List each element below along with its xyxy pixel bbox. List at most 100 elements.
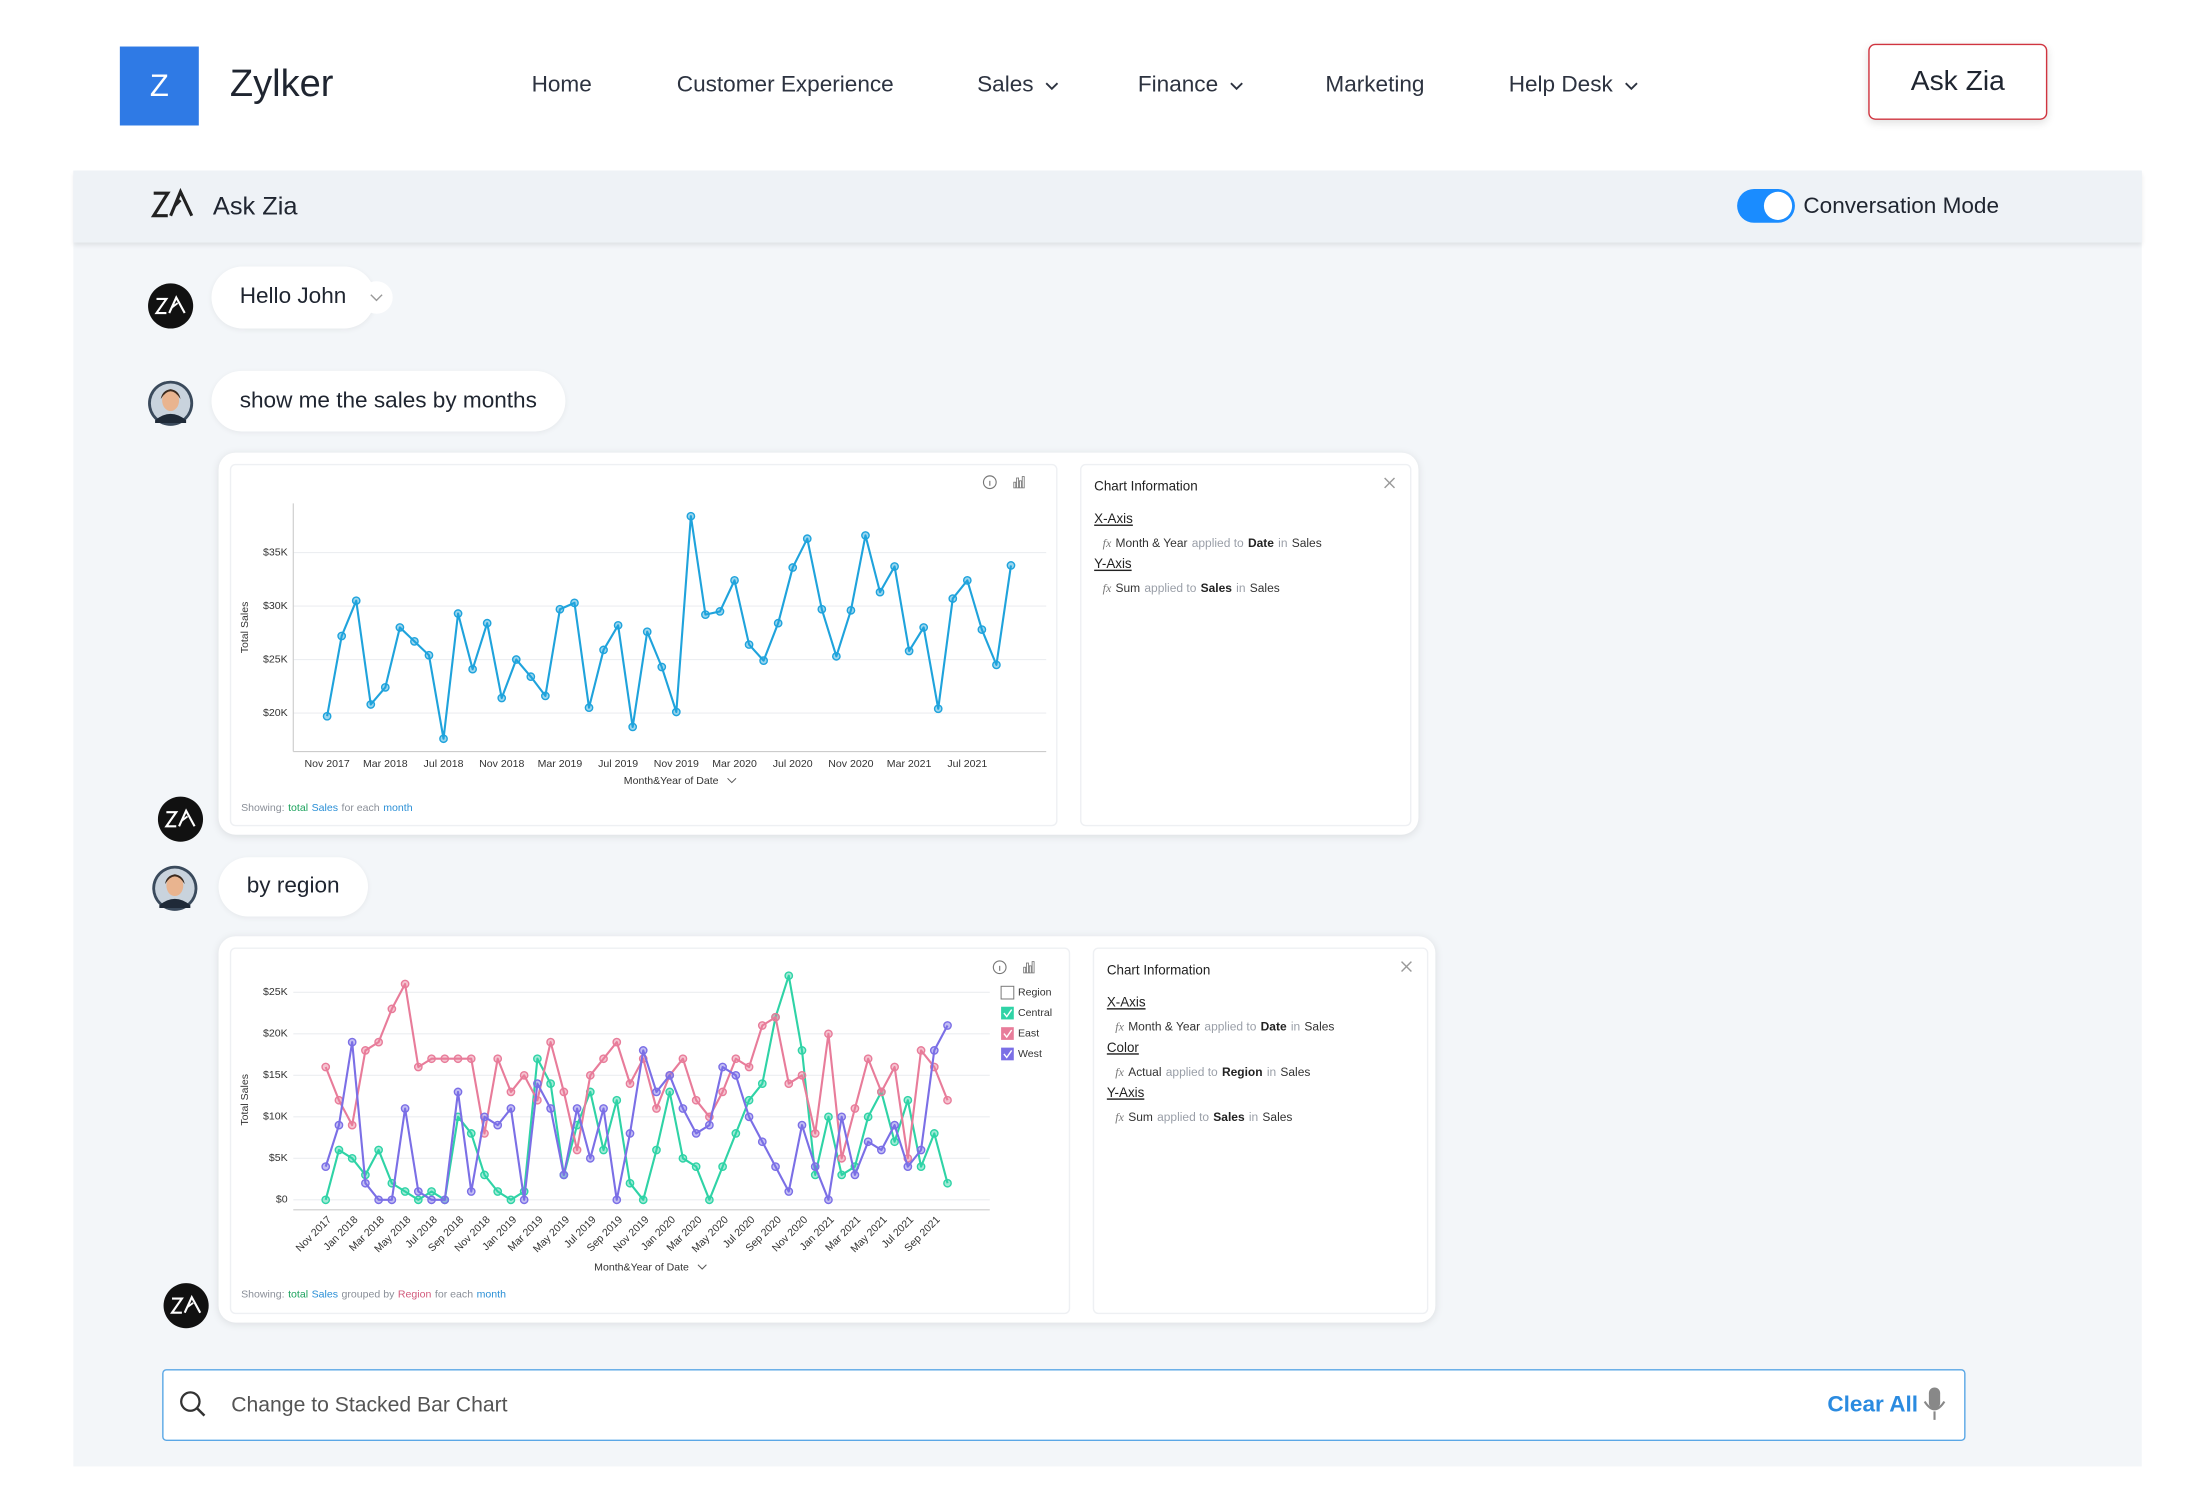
data-point [890,1062,899,1072]
data-point [943,1178,952,1188]
y-tick-label: $15K [263,1069,288,1081]
caption-part: Showing: [241,802,284,814]
ask-zia-button[interactable]: Ask Zia [1868,43,2048,120]
nav-bar: Home Customer Experience Sales Finance Marke… [0,73,1833,107]
info-heading: Y-Axis [1094,556,1132,573]
mic-icon[interactable] [1922,1386,1947,1423]
data-point [540,691,550,701]
data-point [440,1054,450,1064]
brand[interactable]: Zylker [229,62,334,105]
info-part: Month & Year [1115,535,1188,550]
message-menu[interactable] [360,281,394,315]
info-part: fx [1115,1064,1124,1079]
data-point [771,1012,780,1022]
legend-label: West [1018,1048,1042,1060]
data-point [599,1054,608,1064]
nav-label[interactable]: Home [531,73,592,98]
data-point [784,971,794,981]
data-point [321,1195,331,1205]
data-point [929,1129,939,1138]
info-part: Date [1260,1019,1287,1034]
info-row: Y-Axis fx Sum applied to Sales in Sales [1107,1086,1297,1124]
info-part: Actual [1128,1064,1162,1079]
zia-avatar [146,282,195,330]
nav-label[interactable]: Sales [977,73,1034,98]
data-point [652,1104,661,1113]
data-point [612,1195,622,1205]
data-point [890,1137,899,1147]
data-point [824,1029,833,1039]
nav-item[interactable]: Customer Experience [677,73,894,98]
info-part: Sum [1115,580,1141,596]
nav-item[interactable]: Help Desk [1509,73,1638,98]
x-tick-label: Nov 2017 [305,758,350,770]
legend-swatch [1001,1027,1014,1040]
data-point [933,704,943,714]
data-point [322,711,332,721]
data-point [850,1104,860,1113]
close-icon[interactable] [1383,477,1396,490]
info-part: applied to [1204,1019,1257,1034]
data-point [678,1054,688,1064]
close-icon[interactable] [1400,960,1413,973]
data-point [628,722,638,732]
data-point [334,1120,344,1130]
data-point [744,1062,754,1072]
x-tick-label: Jul 2020 [773,758,813,770]
data-point [546,1037,555,1047]
data-point [788,563,798,572]
user-avatar [152,865,198,911]
nav-item[interactable]: Sales [977,73,1059,98]
data-point [876,1145,886,1155]
chart-info: Chart Information X-Axis fx Month & Year app… [1080,463,1412,827]
data-point [506,1087,516,1097]
info-part: in [1248,1109,1259,1124]
legend-swatch [1001,1047,1014,1061]
chart-type-icon [1013,481,1017,489]
info-line: fx Sum applied to Sales in Sales [1115,1110,1296,1124]
caption-part: Sales [312,802,338,814]
x-tick-label: Nov 2020 [828,758,873,770]
toggle-label: Conversation Mode [1803,194,2000,219]
data-point [837,1170,847,1180]
data-point [929,1046,939,1055]
logo[interactable]: Z [119,46,199,126]
x-tick-label: Mar 2020 [712,758,757,770]
data-point [652,1145,661,1155]
caption-part: total [288,802,308,814]
info-part: fx [1115,1109,1124,1124]
nav-label[interactable]: Help Desk [1508,73,1613,98]
y-tick-label: $35K [263,546,288,558]
search-input[interactable]: Change to Stacked Bar Chart [231,1393,508,1418]
data-point [424,650,434,660]
chart-type-icon [1026,962,1029,974]
y-tick-label: $10K [263,1111,288,1123]
data-point [366,700,376,709]
data-point [374,1195,384,1205]
info-part: Sales [1262,1109,1293,1124]
info-row: Y-Axis fx Sum applied to Sales in Sales [1094,557,1284,595]
data-point [691,1095,701,1105]
nav-item[interactable]: Marketing [1325,73,1424,98]
data-point [773,618,783,628]
info-row: X-Axis fx Month & Year applied to Date in Sale… [1107,995,1339,1033]
nav-item[interactable]: Finance [1138,73,1244,98]
nav-label[interactable]: Customer Experience [676,73,894,98]
data-point [730,576,739,585]
nav-label[interactable]: Marketing [1325,73,1425,98]
info-part: Sales [1249,580,1280,596]
clear-all[interactable]: Clear All [1827,1393,1919,1418]
chart-caption: Showing: total Sales for each month [241,802,413,814]
data-point [992,660,1001,670]
info-part: fx [1115,1019,1124,1034]
data-point [638,1046,648,1055]
info-part: applied to [1191,535,1244,550]
data-point [468,664,477,674]
nav-label[interactable]: Finance [1137,73,1219,98]
series-line [324,1025,949,1201]
caption-part: for each [435,1288,473,1300]
y-tick-label: $30K [263,600,288,612]
nav-item[interactable]: Home [532,73,592,98]
conversation-toggle[interactable] [1737,188,1795,223]
search-bar[interactable] [162,1369,1966,1442]
